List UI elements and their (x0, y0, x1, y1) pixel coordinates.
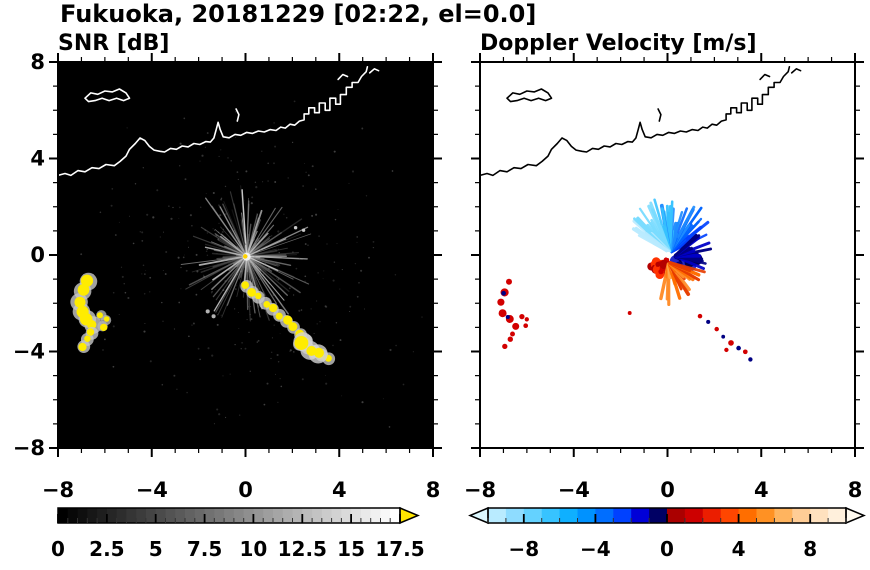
snr-colorbar: 0 2.5 5 7.5 10 12.5 15 17.5 (51, 506, 425, 561)
colorbar-label: 7.5 (187, 537, 222, 561)
echo-west-arc-dark (501, 290, 510, 320)
colorbar-label: 0 (660, 537, 674, 561)
echo-west-hook (96, 310, 112, 332)
echo-receding-spikes (674, 233, 713, 270)
x-tick-label: −4 (136, 478, 168, 502)
x-tick-label: 4 (332, 478, 347, 502)
x-tick-label: −8 (464, 478, 496, 502)
snr-plot: −8 −4 0 4 8 −8 −4 0 4 8 (13, 50, 442, 502)
x-tick-label: −8 (42, 478, 74, 502)
snr-panel-title: SNR [dB] (58, 31, 170, 56)
x-tick-label: −4 (558, 478, 590, 502)
x-tick-label: 4 (754, 478, 769, 502)
echo-southeast-dark (706, 319, 753, 362)
colorbar-label: 15 (337, 537, 365, 561)
y-tick-label: 0 (30, 243, 45, 267)
colorbar-over-arrow (399, 506, 420, 525)
axis-ticks (49, 53, 442, 457)
colorbar-label: 2.5 (89, 537, 124, 561)
colorbar-label: 12.5 (278, 537, 327, 561)
colorbar-label: −8 (508, 537, 539, 561)
echo-streak-ne (293, 225, 306, 232)
echo-west-hook (519, 313, 529, 329)
y-tick-label: 4 (30, 147, 45, 171)
echo-radar-site-gap (665, 251, 672, 259)
echo-echo-dash (627, 311, 632, 315)
echo-radar-site-dot (242, 252, 251, 261)
x-tick-label: 0 (660, 478, 675, 502)
echo-west-lower (502, 331, 515, 350)
echo-west-arc (497, 278, 520, 330)
velocity-colorbar: −8 −4 0 4 8 (468, 506, 866, 561)
colorbar-label: 8 (803, 537, 817, 561)
velocity-plot: −8 −4 0 4 8 (464, 53, 864, 502)
colorbar-under-arrow (468, 506, 489, 525)
y-tick-label: −8 (13, 436, 45, 460)
coastline (479, 66, 802, 177)
colorbar-label: 4 (732, 537, 746, 561)
echo-southeast-blobs (293, 332, 328, 364)
echo-southeast-red (697, 313, 748, 355)
axis-ticks (471, 53, 864, 457)
echo-bright-clutter-rays (198, 189, 308, 312)
echo-echo-dash (205, 309, 216, 319)
echo-west-lower (77, 327, 99, 354)
x-tick-label: 8 (848, 478, 863, 502)
colorbar-label: −4 (580, 537, 611, 561)
x-tick-label: 8 (426, 478, 441, 502)
colorbar-label: 0 (51, 537, 65, 561)
colorbar-label: 17.5 (375, 537, 424, 561)
y-tick-label: −4 (13, 340, 45, 364)
colorbar-label: 5 (149, 537, 163, 561)
figure-title: Fukuoka, 20181229 [02:22, el=0.0] (60, 0, 537, 28)
colorbar-over-arrow (845, 506, 866, 525)
y-tick-label: 8 (30, 50, 45, 74)
x-tick-label: 0 (238, 478, 253, 502)
velocity-panel-title: Doppler Velocity [m/s] (480, 31, 757, 56)
echo-outbound-orange-fan (659, 261, 706, 307)
colorbar-label: 10 (239, 537, 267, 561)
coastline (57, 66, 380, 177)
